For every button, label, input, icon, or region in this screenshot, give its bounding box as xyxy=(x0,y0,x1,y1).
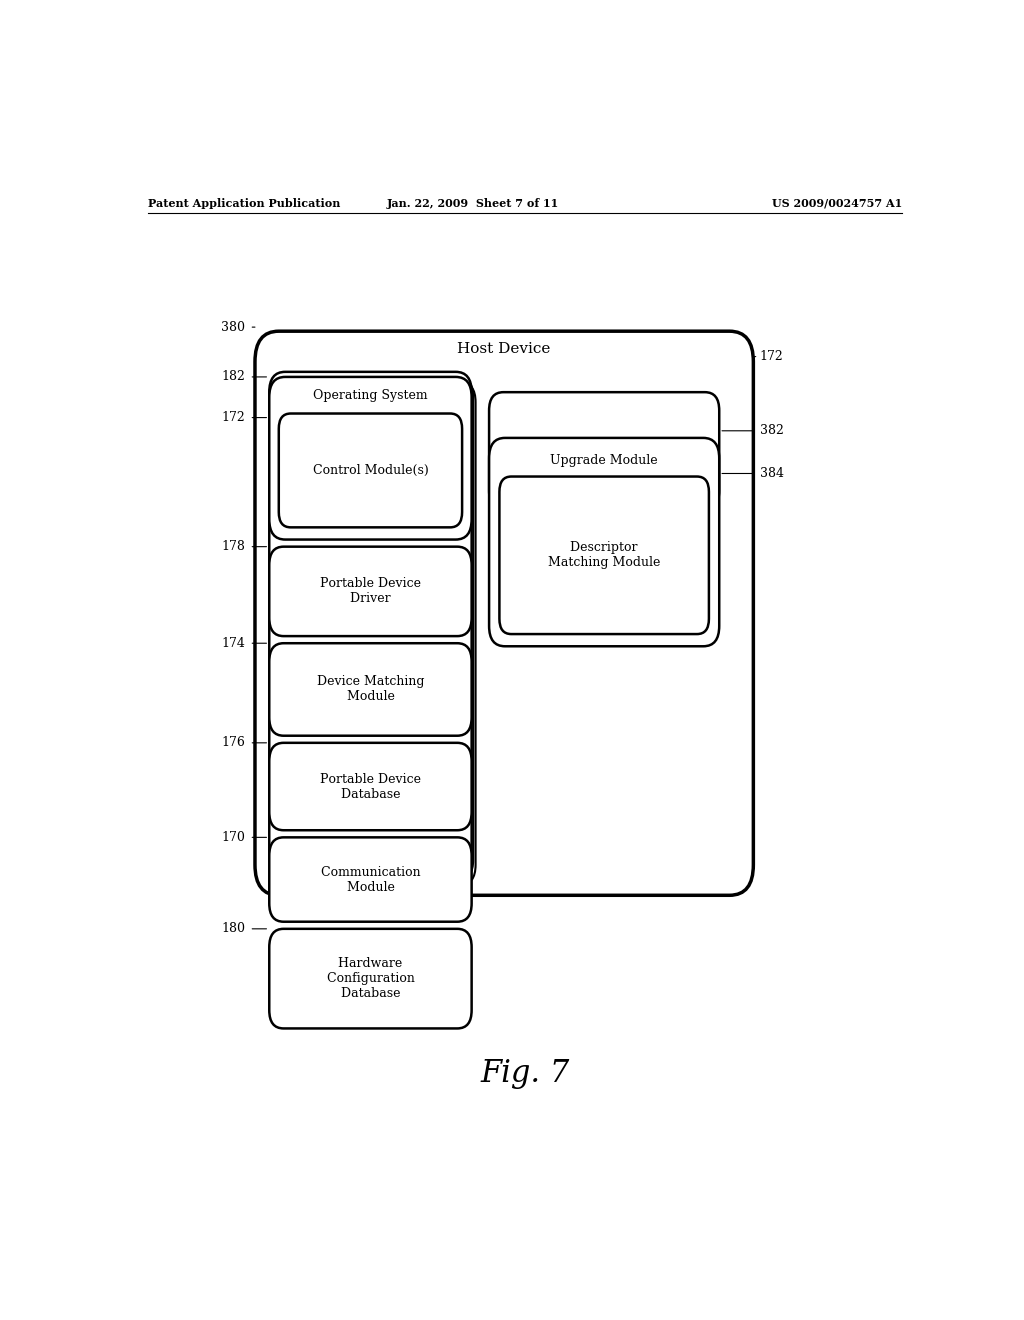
FancyBboxPatch shape xyxy=(269,837,472,921)
Text: C​ontrol M​odule(s): C​ontrol M​odule(s) xyxy=(312,463,428,477)
FancyBboxPatch shape xyxy=(500,477,709,634)
FancyBboxPatch shape xyxy=(269,378,472,540)
FancyBboxPatch shape xyxy=(278,381,475,886)
Text: C​ontrol M​odule(s): C​ontrol M​odule(s) xyxy=(546,444,663,457)
Text: U​pgrade M​odule: U​pgrade M​odule xyxy=(550,454,658,467)
Text: 182: 182 xyxy=(221,371,246,383)
Text: Patent Application Publication: Patent Application Publication xyxy=(147,198,340,209)
Text: Fig. 7: Fig. 7 xyxy=(480,1057,569,1089)
Text: 180: 180 xyxy=(221,923,246,936)
Text: H​ardware
C​onfiguration
D​atabase: H​ardware C​onfiguration D​atabase xyxy=(327,957,415,1001)
FancyBboxPatch shape xyxy=(269,372,472,875)
Text: C​ommunication
M​odule: C​ommunication M​odule xyxy=(321,866,420,894)
FancyBboxPatch shape xyxy=(489,392,719,510)
FancyBboxPatch shape xyxy=(489,438,719,647)
Text: 382: 382 xyxy=(760,424,783,437)
Text: 384: 384 xyxy=(760,467,783,480)
FancyBboxPatch shape xyxy=(269,929,472,1028)
Text: Jan. 22, 2009  Sheet 7 of 11: Jan. 22, 2009 Sheet 7 of 11 xyxy=(387,198,559,209)
FancyBboxPatch shape xyxy=(273,378,473,880)
FancyBboxPatch shape xyxy=(279,413,462,528)
Text: 172: 172 xyxy=(222,411,246,424)
Text: P​ortable D​evice
D​river: P​ortable D​evice D​river xyxy=(319,577,421,606)
Text: O​perating S​ystem: O​perating S​ystem xyxy=(313,388,428,401)
Text: D​escriptor
M​atching M​odule: D​escriptor M​atching M​odule xyxy=(548,541,660,569)
FancyBboxPatch shape xyxy=(269,743,472,830)
Text: 174: 174 xyxy=(221,636,246,649)
Text: 172: 172 xyxy=(760,350,783,363)
Text: US 2009/0024757 A1: US 2009/0024757 A1 xyxy=(771,198,902,209)
Text: 170: 170 xyxy=(221,830,246,843)
Text: D​evice M​atching
M​odule: D​evice M​atching M​odule xyxy=(316,676,424,704)
Text: 380: 380 xyxy=(221,321,246,334)
Text: 178: 178 xyxy=(221,540,246,553)
Text: P​ortable D​evice
D​atabase: P​ortable D​evice D​atabase xyxy=(319,772,421,800)
FancyBboxPatch shape xyxy=(269,643,472,735)
Text: H​ost D​evice: H​ost D​evice xyxy=(458,342,551,356)
FancyBboxPatch shape xyxy=(269,546,472,636)
Text: 176: 176 xyxy=(221,737,246,750)
FancyBboxPatch shape xyxy=(255,331,754,895)
